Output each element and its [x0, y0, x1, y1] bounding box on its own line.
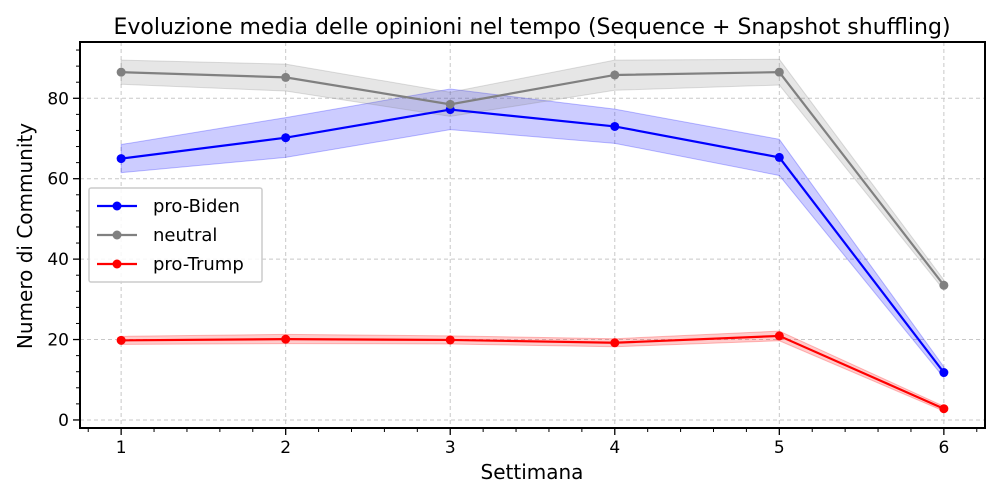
neutral-point [445, 99, 455, 109]
x-axis-title: Settimana [481, 460, 584, 484]
series-points [116, 67, 949, 414]
pro-trump-point [939, 404, 949, 414]
legend-box [88, 187, 263, 283]
legend-marker-pro-biden [112, 201, 122, 211]
x-tick-label: 1 [116, 438, 127, 458]
pro-biden-point [281, 133, 291, 143]
y-tick-label: 40 [47, 250, 69, 270]
x-tick-label: 4 [609, 438, 620, 458]
pro-biden-point [116, 154, 126, 164]
chart-title: Evoluzione media delle opinioni nel temp… [113, 15, 950, 40]
pro-trump-point [116, 335, 126, 345]
neutral-point [774, 67, 784, 77]
legend-label-pro-trump: pro-Trump [153, 254, 244, 275]
legend-label-pro-biden: pro-Biden [153, 196, 240, 217]
pro-biden-point [774, 152, 784, 162]
pro-trump-point [445, 335, 455, 345]
y-tick-label: 60 [47, 170, 69, 190]
pro-trump-line [121, 334, 945, 410]
x-tick-label: 6 [938, 438, 949, 458]
neutral-confidence-band [120, 58, 945, 292]
legend: pro-Biden neutral pro-Trump [88, 187, 263, 283]
pro-trump-point [281, 334, 291, 344]
x-tick-label: 5 [774, 438, 785, 458]
pro-biden-line [120, 108, 945, 374]
legend-label-neutral: neutral [153, 225, 217, 246]
y-tick-label: 80 [47, 89, 69, 109]
x-tick-label: 3 [445, 438, 456, 458]
y-axis-title: Numero di Community [13, 123, 37, 349]
neutral-line [121, 71, 945, 286]
neutral-point [610, 70, 620, 80]
x-tick-label: 2 [280, 438, 291, 458]
neutral-point [939, 280, 949, 290]
series-lines [120, 71, 945, 410]
plot-frame [79, 41, 986, 429]
pro-biden-point [610, 121, 620, 131]
neutral-point [116, 67, 126, 77]
legend-marker-neutral [112, 230, 122, 240]
pro-trump-point [610, 338, 620, 348]
neutral-point [281, 72, 291, 82]
legend-marker-pro-trump [112, 259, 122, 269]
y-tick-label: 0 [58, 411, 69, 431]
pro-trump-point [774, 331, 784, 341]
pro-biden-confidence-band [120, 88, 945, 380]
pro-biden-point [939, 368, 949, 378]
y-tick-label: 20 [47, 331, 69, 351]
